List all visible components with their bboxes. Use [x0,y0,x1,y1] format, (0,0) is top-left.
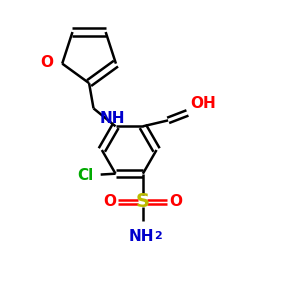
Text: O: O [169,194,183,209]
Text: NH: NH [100,111,125,126]
Text: S: S [136,192,150,212]
Text: OH: OH [190,97,216,112]
Text: O: O [40,55,53,70]
Text: O: O [103,194,116,209]
Text: NH: NH [129,229,154,244]
Text: Cl: Cl [77,168,93,183]
Text: 2: 2 [154,231,162,241]
